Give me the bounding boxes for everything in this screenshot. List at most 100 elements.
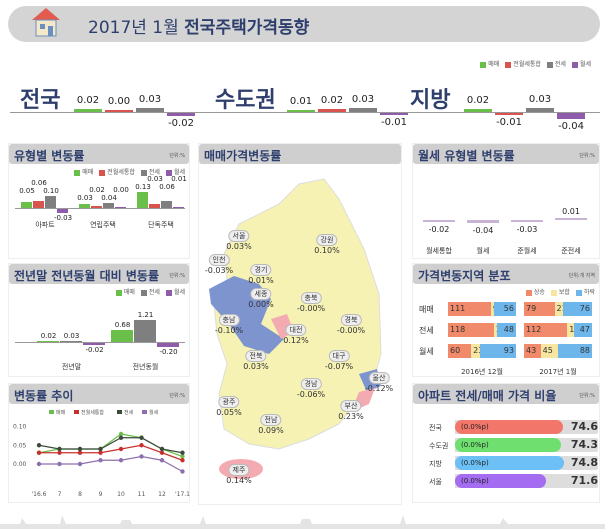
- legend-label: 매매: [123, 289, 135, 296]
- panel-title: 아파트 전세/매매 가격 비율 단위:%: [413, 384, 599, 404]
- row-label: 월세: [419, 347, 434, 356]
- legend-swatch: [74, 169, 81, 176]
- panel-title: 월세 유형별 변동률 단위:%: [413, 144, 599, 164]
- x-tick-label: '16.6: [31, 491, 46, 498]
- chart-bar: [161, 200, 172, 208]
- x-tick-label: 8: [78, 491, 82, 498]
- bar-value: 0.10: [43, 187, 59, 195]
- region-value: 0.03%: [243, 362, 269, 371]
- distribution-segment: 60: [448, 344, 472, 358]
- legend-label: 전월세통합: [513, 61, 541, 68]
- distribution-segment: 43: [524, 344, 541, 358]
- distribution-segment: 45: [540, 344, 558, 358]
- data-point: [77, 446, 83, 452]
- chart-bar: [57, 209, 68, 213]
- summary-value: 0.02: [466, 95, 490, 106]
- map-region-label: 서울 0.03%: [226, 230, 252, 251]
- distribution-segment: 23: [471, 344, 481, 358]
- summary-axis: [10, 112, 600, 113]
- ratio-row: 수도권 (0.0%p) 74.3: [429, 438, 598, 452]
- chart-bar: [60, 340, 82, 342]
- unit-label: 단위:%: [169, 273, 185, 279]
- region-value: -0.10%: [214, 326, 244, 335]
- region-value: -0.00%: [296, 304, 326, 313]
- region-name: 전북: [245, 350, 267, 362]
- legend-item: 전월세통합: [505, 59, 541, 68]
- region-value: 0.05%: [216, 408, 242, 417]
- monthly-bar: [467, 220, 499, 224]
- region-name: 경남: [300, 378, 322, 390]
- panel-title: 유형별 변동률 단위:%: [9, 144, 189, 164]
- data-point: [36, 461, 42, 467]
- map-region-label: 부산 0.23%: [338, 400, 364, 421]
- map-region-label: 경남 -0.06%: [297, 378, 325, 399]
- data-point: [159, 446, 165, 452]
- category-label: 준월세: [517, 247, 537, 255]
- y-tick-label: 0.10: [13, 424, 27, 431]
- legend-label: 보합: [558, 289, 570, 296]
- summary-value: 0.02: [320, 95, 344, 106]
- trend-panel: 변동률 추이 단위:% 0.10 0.05 0.00 '16.6 7 8 9 10 11 12 '17…: [8, 383, 190, 503]
- x-tick-label: 12: [158, 491, 166, 498]
- bar-value: -0.02: [85, 345, 104, 354]
- bar-value: 0.68: [114, 320, 131, 329]
- distribution-segment: 47: [573, 323, 592, 337]
- summary-bar: [287, 110, 315, 112]
- mainland-shape: [213, 178, 382, 450]
- category-label: 준전세: [561, 247, 581, 255]
- legend-label: 매매: [82, 169, 94, 176]
- trend-chart: 0.10 0.05 0.00 '16.6 7 8 9 10 11 12 '17.1 매매 전월세통합 전세…: [13, 409, 190, 498]
- distribution-segment: 118: [448, 323, 494, 337]
- legend-label: 매매: [488, 61, 500, 68]
- map-labels: 서울 0.03% 인천 -0.03% 경기 0.01% 강원 0.10% 충북 -0.00% 세종 0…: [199, 164, 403, 504]
- region-value: -0.00%: [336, 326, 366, 335]
- region-value: 0.09%: [258, 426, 284, 435]
- data-point: [57, 450, 62, 455]
- bar-value: -0.04: [472, 226, 494, 236]
- distribution-segment: 79: [524, 302, 555, 316]
- data-point: [180, 469, 185, 474]
- legend-swatch: [575, 289, 582, 296]
- map-region-label: 제주 0.14%: [226, 464, 252, 485]
- category-label: 아파트: [35, 221, 55, 229]
- category-label: 전년말: [61, 363, 82, 371]
- row-label: 매매: [419, 305, 434, 314]
- region-value: 0.00%: [248, 300, 274, 309]
- chart-legend: 상승 보합 하락: [525, 287, 595, 296]
- summary-value: -0.01: [381, 117, 407, 128]
- legend-swatch: [525, 289, 532, 296]
- panel-title-text: 아파트 전세/매매 가격 비율: [418, 389, 557, 403]
- region-value: 0.23%: [338, 412, 364, 421]
- y-tick-label: 0.05: [13, 442, 27, 449]
- summary-value: -0.04: [558, 121, 584, 132]
- region-name: 전남: [260, 414, 282, 426]
- x-tick-label: 7: [58, 491, 62, 498]
- data-point: [57, 446, 62, 452]
- type-change-panel: 유형별 변동률 단위:% 매매 전월세통합 전세 월세 0.05 0.06 0.10 -0.03…: [8, 143, 190, 259]
- summary-region-name: 전국: [20, 88, 61, 113]
- legend-swatch: [49, 410, 54, 414]
- ratio-label: 서울: [429, 478, 442, 486]
- map-region-label: 전북 0.03%: [243, 350, 269, 371]
- region-name: 서울: [228, 230, 250, 242]
- region-name: 경기: [250, 264, 272, 276]
- legend-label: 전세: [554, 61, 566, 68]
- panel-title-text: 가격변동지역 분포: [418, 269, 511, 283]
- legend-label: 상승: [533, 289, 545, 296]
- header-banner: 2017년 1월 전국주택가격동향: [8, 6, 600, 42]
- legend-item: 전세: [140, 167, 160, 176]
- distribution-segment: 10: [493, 323, 498, 337]
- distribution-segment: 56: [494, 302, 516, 316]
- legend-label: 월세: [173, 289, 185, 296]
- unit-label: 단위:%: [169, 153, 185, 159]
- chart-bar: [33, 200, 44, 208]
- region-name: 제주: [228, 464, 250, 476]
- region-value: -0.12%: [364, 384, 394, 393]
- legend-item: 월세: [165, 287, 185, 296]
- summary-bar: [464, 109, 492, 112]
- map-region-label: 대구 -0.07%: [325, 350, 353, 371]
- category-label: 월세통합: [426, 247, 452, 255]
- legend-item: 상승: [525, 287, 545, 296]
- distribution-segment: 112: [524, 323, 568, 337]
